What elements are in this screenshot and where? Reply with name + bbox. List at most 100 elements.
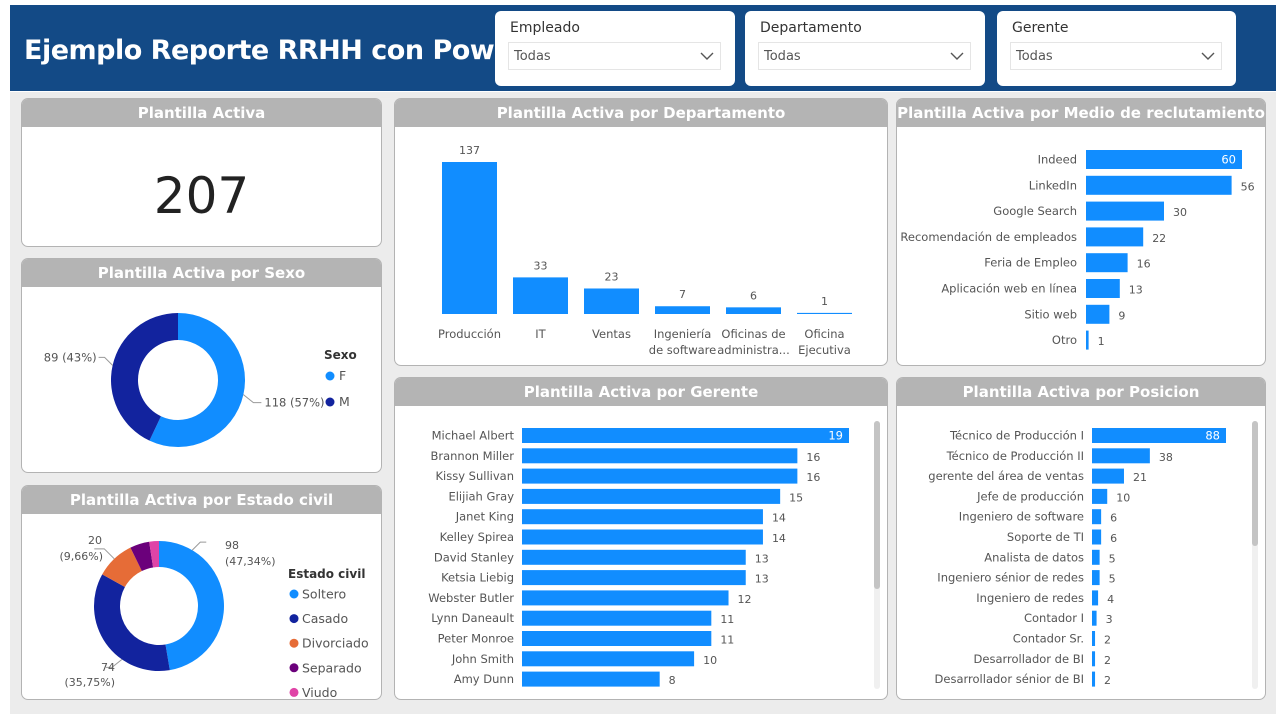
bar bbox=[655, 306, 710, 314]
bar bbox=[1092, 610, 1097, 626]
data-label: 16 bbox=[806, 451, 820, 464]
data-label: 9 bbox=[1118, 309, 1125, 322]
legend-marker bbox=[289, 638, 299, 648]
category-label: Analista de datos bbox=[984, 550, 1084, 564]
legend-marker bbox=[325, 371, 335, 381]
data-label: 60 bbox=[1221, 153, 1236, 167]
legend-item: M bbox=[339, 394, 350, 409]
legend-marker bbox=[289, 663, 299, 673]
legend-title: Sexo bbox=[324, 348, 357, 362]
category-label: Desarrollador de BI bbox=[974, 652, 1084, 666]
category-label: Ingeniero de redes bbox=[976, 591, 1084, 605]
category-label: Ingeniero sénior de redes bbox=[937, 571, 1084, 585]
data-label: 2 bbox=[1104, 674, 1111, 687]
slicer-label: Departamento bbox=[760, 20, 862, 36]
data-label: 22 bbox=[1152, 232, 1166, 245]
data-label: 33 bbox=[534, 259, 548, 272]
bar bbox=[522, 610, 712, 626]
category-label: Técnico de Producción I bbox=[949, 429, 1084, 443]
category-label: Producción bbox=[438, 327, 501, 341]
bar bbox=[1092, 448, 1150, 464]
bar bbox=[522, 448, 798, 464]
slicer-gerente: Gerente Todas bbox=[997, 11, 1236, 86]
bar bbox=[1092, 509, 1102, 525]
bar bbox=[1092, 529, 1102, 545]
scrollbar-thumb[interactable] bbox=[1252, 421, 1258, 546]
legend-marker bbox=[325, 397, 335, 407]
bar bbox=[522, 590, 729, 606]
bar bbox=[522, 651, 695, 667]
scrollbar-thumb[interactable] bbox=[874, 421, 880, 589]
slice-label-value: 74 bbox=[101, 661, 115, 674]
bar bbox=[1092, 549, 1100, 565]
card-title: Plantilla Activa por Gerente bbox=[395, 378, 887, 406]
category-label: Brannon Miller bbox=[430, 449, 514, 463]
category-label: John Smith bbox=[451, 652, 514, 666]
leader-line bbox=[191, 541, 207, 551]
donut-slice-divorciado bbox=[102, 547, 142, 588]
data-label: 16 bbox=[1137, 258, 1151, 271]
bar bbox=[797, 312, 852, 314]
donut-slice-separado bbox=[130, 541, 154, 571]
bar bbox=[1092, 590, 1099, 606]
data-label: 38 bbox=[1159, 451, 1173, 464]
slicer-label: Gerente bbox=[1012, 20, 1069, 36]
departamento-card[interactable]: Plantilla Activa por Departamento 137 Pro… bbox=[394, 98, 888, 366]
reclutamiento-card[interactable]: Plantilla Activa por Medio de reclutamie… bbox=[896, 98, 1266, 366]
gerente-card[interactable]: Plantilla Activa por Gerente Michael Alb… bbox=[394, 377, 888, 700]
category-label: Ventas bbox=[592, 327, 631, 341]
data-label: 21 bbox=[1133, 471, 1147, 484]
card-title: Plantilla Activa bbox=[22, 99, 381, 127]
legend-item: F bbox=[339, 368, 346, 383]
donut-slice-soltero bbox=[159, 541, 225, 671]
bar bbox=[584, 288, 639, 314]
card-title: Plantilla Activa por Posicion bbox=[897, 378, 1265, 406]
bar bbox=[1092, 488, 1108, 504]
slice-label-value: 98 bbox=[225, 539, 239, 552]
data-label: 13 bbox=[755, 573, 769, 586]
data-label: 6 bbox=[750, 289, 757, 302]
leader-line bbox=[94, 548, 115, 560]
data-label: 88 bbox=[1205, 429, 1220, 443]
category-label: gerente del área de ventas bbox=[928, 469, 1084, 483]
data-label: 13 bbox=[755, 552, 769, 565]
sexo-donut-chart: 118 (57%) 89 (43%) Sexo FM bbox=[44, 313, 357, 447]
category-label: Sitio web bbox=[1024, 307, 1077, 321]
category-label: Oficinas de bbox=[721, 327, 785, 341]
gerente-bar-chart: Michael Albert 19 Brannon Miller 16 Kissy Su… bbox=[428, 421, 880, 689]
slicer-value: Todas bbox=[764, 49, 801, 64]
bar bbox=[442, 162, 497, 314]
bar bbox=[1086, 330, 1089, 350]
slicer-empleado: Empleado Todas bbox=[495, 11, 735, 86]
category-label: Ingeniero de software bbox=[959, 510, 1084, 524]
kpi-value: 207 bbox=[153, 167, 250, 225]
chevron-down-icon bbox=[1201, 52, 1215, 60]
category-label: Kelley Spirea bbox=[440, 530, 514, 544]
category-label: IT bbox=[535, 327, 546, 341]
bar bbox=[522, 671, 660, 687]
slicer-value: Todas bbox=[1016, 49, 1053, 64]
bar bbox=[522, 468, 798, 484]
gerente-dropdown[interactable]: Todas bbox=[1010, 42, 1222, 70]
kpi-card[interactable]: Plantilla Activa 207 bbox=[21, 98, 382, 247]
category-label: administra... bbox=[717, 343, 789, 357]
bar bbox=[1086, 227, 1144, 247]
chevron-down-icon bbox=[950, 52, 964, 60]
bar bbox=[1092, 468, 1124, 484]
data-label: 6 bbox=[1110, 532, 1117, 545]
sexo-card[interactable]: Plantilla Activa por Sexo 118 (57%) 89 (4… bbox=[21, 258, 382, 473]
data-label: 3 bbox=[1106, 613, 1113, 626]
posicion-card[interactable]: Plantilla Activa por Posicion Técnico de… bbox=[896, 377, 1266, 700]
estado-civil-card[interactable]: Plantilla Activa por Estado civil 98 (47,… bbox=[21, 485, 382, 700]
donut-slice-viudo bbox=[149, 541, 159, 568]
departamento-dropdown[interactable]: Todas bbox=[758, 42, 971, 70]
estado-civil-donut-chart: 98 (47,34%) 74 (35,75%) 20 (9,66%) Estado civi… bbox=[59, 534, 368, 699]
card-title: Plantilla Activa por Medio de reclutamie… bbox=[897, 99, 1265, 127]
bar bbox=[522, 570, 746, 586]
category-label: Otro bbox=[1052, 333, 1077, 347]
data-label: 11 bbox=[720, 634, 734, 647]
card-title: Plantilla Activa por Departamento bbox=[395, 99, 887, 127]
data-label: 13 bbox=[1129, 284, 1143, 297]
empleado-dropdown[interactable]: Todas bbox=[508, 42, 721, 70]
